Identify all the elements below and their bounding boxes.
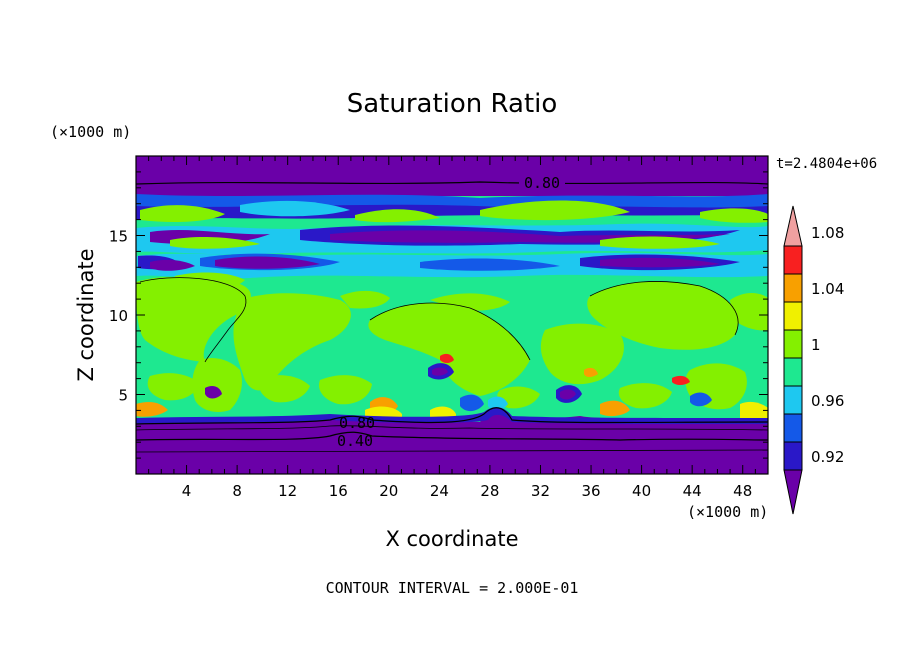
- colorbar-under-triangle: [783, 469, 803, 515]
- x-unit-label: (×1000 m): [687, 503, 768, 521]
- colorbar-label: 0.92: [811, 448, 844, 466]
- y-axis-label: Z coordinate: [74, 248, 98, 381]
- x-tick-label: 40: [632, 482, 651, 500]
- colorbar-swatch: [783, 357, 803, 387]
- colorbar-label: 1: [811, 336, 821, 354]
- colorbar-swatch: [783, 301, 803, 331]
- time-label: t=2.4804e+06: [776, 156, 877, 172]
- colorbar-swatch: [783, 413, 803, 443]
- x-tick-label: 36: [581, 482, 600, 500]
- mid-purple-lens: [215, 256, 320, 269]
- y-tick-label: 5: [118, 387, 128, 405]
- x-axis: 4 8 12 16 20 24 28 32 36 40 44 48: [148, 156, 756, 500]
- green-patch-right: [587, 281, 739, 350]
- colorbar-label: 1.04: [811, 280, 844, 298]
- contour-interval-note: CONTOUR INTERVAL = 2.000E-01: [326, 579, 579, 597]
- low-purple-blob: [205, 386, 222, 399]
- x-tick-label: 8: [232, 482, 242, 500]
- upper-dry-band: [136, 156, 768, 196]
- x-tick-label: 20: [379, 482, 398, 500]
- colorbar-label: 1.08: [811, 224, 844, 242]
- green-patch-left-center: [233, 293, 351, 391]
- colorbar-over-triangle: [783, 205, 803, 247]
- colorbar-swatch: [783, 385, 803, 415]
- contour-label: 0.80: [524, 174, 560, 192]
- y-tick-label: 15: [109, 228, 128, 246]
- y-tick-label: 10: [109, 307, 128, 325]
- upper-green-lens: [140, 205, 225, 222]
- colorbar-swatch: [783, 273, 803, 303]
- y-axis: 5 10 15: [109, 171, 768, 459]
- green-patch-left: [136, 276, 251, 362]
- x-tick-label: 12: [278, 482, 297, 500]
- x-tick-label: 32: [531, 482, 550, 500]
- red-spot: [440, 353, 454, 363]
- colorbar-swatch: [783, 329, 803, 359]
- green-patch-center: [368, 303, 530, 396]
- boundary-layer-band: [136, 411, 768, 474]
- contour-line-040: [136, 431, 768, 441]
- x-tick-label: 24: [430, 482, 449, 500]
- x-axis-label: X coordinate: [385, 527, 518, 551]
- x-tick-label: 16: [329, 482, 348, 500]
- colorbar-swatch: [783, 441, 803, 471]
- colorbar-label: 0.96: [811, 392, 844, 410]
- contour-line-080-top: [136, 181, 768, 185]
- contour-lines: [136, 181, 768, 453]
- contour-line-080-bottom: [136, 407, 768, 425]
- x-tick-label: 4: [182, 482, 192, 500]
- y-unit-label: (×1000 m): [50, 123, 131, 141]
- contour-field: [136, 156, 768, 474]
- colorbar: 0.92 0.96 1 1.04 1.08: [783, 205, 844, 515]
- upper-green-lens-center: [480, 200, 630, 221]
- chart-title: Saturation Ratio: [347, 89, 558, 119]
- contour-label: 0.80: [339, 414, 375, 432]
- x-tick-label: 44: [683, 482, 702, 500]
- colorbar-swatch: [783, 245, 803, 275]
- x-tick-label: 48: [733, 482, 752, 500]
- x-tick-label: 28: [480, 482, 499, 500]
- contour-label: 0.40: [337, 432, 373, 450]
- green-patch-center-right: [540, 323, 624, 385]
